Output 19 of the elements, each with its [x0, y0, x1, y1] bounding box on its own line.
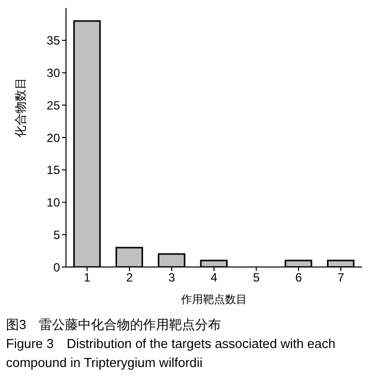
x-tick-label: 1 [84, 270, 91, 285]
y-tick-label: 30 [46, 66, 60, 80]
caption: Figure 3 Distribution of the targets associated with each compound in Tripterygium wilfordii [6, 335, 337, 372]
y-tick-label: 0 [53, 260, 60, 274]
y-tick-label: 10 [46, 196, 60, 210]
x-tick-label: 7 [338, 270, 345, 285]
x-tick-label: 6 [295, 270, 302, 285]
x-tick-label: 5 [252, 270, 260, 285]
y-tick-label: 35 [46, 34, 60, 48]
x-tick-label: 2 [126, 270, 134, 285]
x-tick-label: 3 [168, 270, 176, 285]
x-tick-label: 4 [210, 270, 218, 285]
y-tick-label: 25 [46, 98, 60, 112]
x-axis-title: 作用靶点数目 [180, 293, 247, 306]
y-axis-title: 化合物数目 [13, 78, 28, 138]
caption: 图3 雷公藤中化合物的作用靶点分布 [6, 316, 222, 334]
y-tick-label: 15 [46, 163, 60, 178]
y-tick-label: 20 [46, 130, 60, 145]
y-tick-label: 5 [53, 228, 60, 242]
